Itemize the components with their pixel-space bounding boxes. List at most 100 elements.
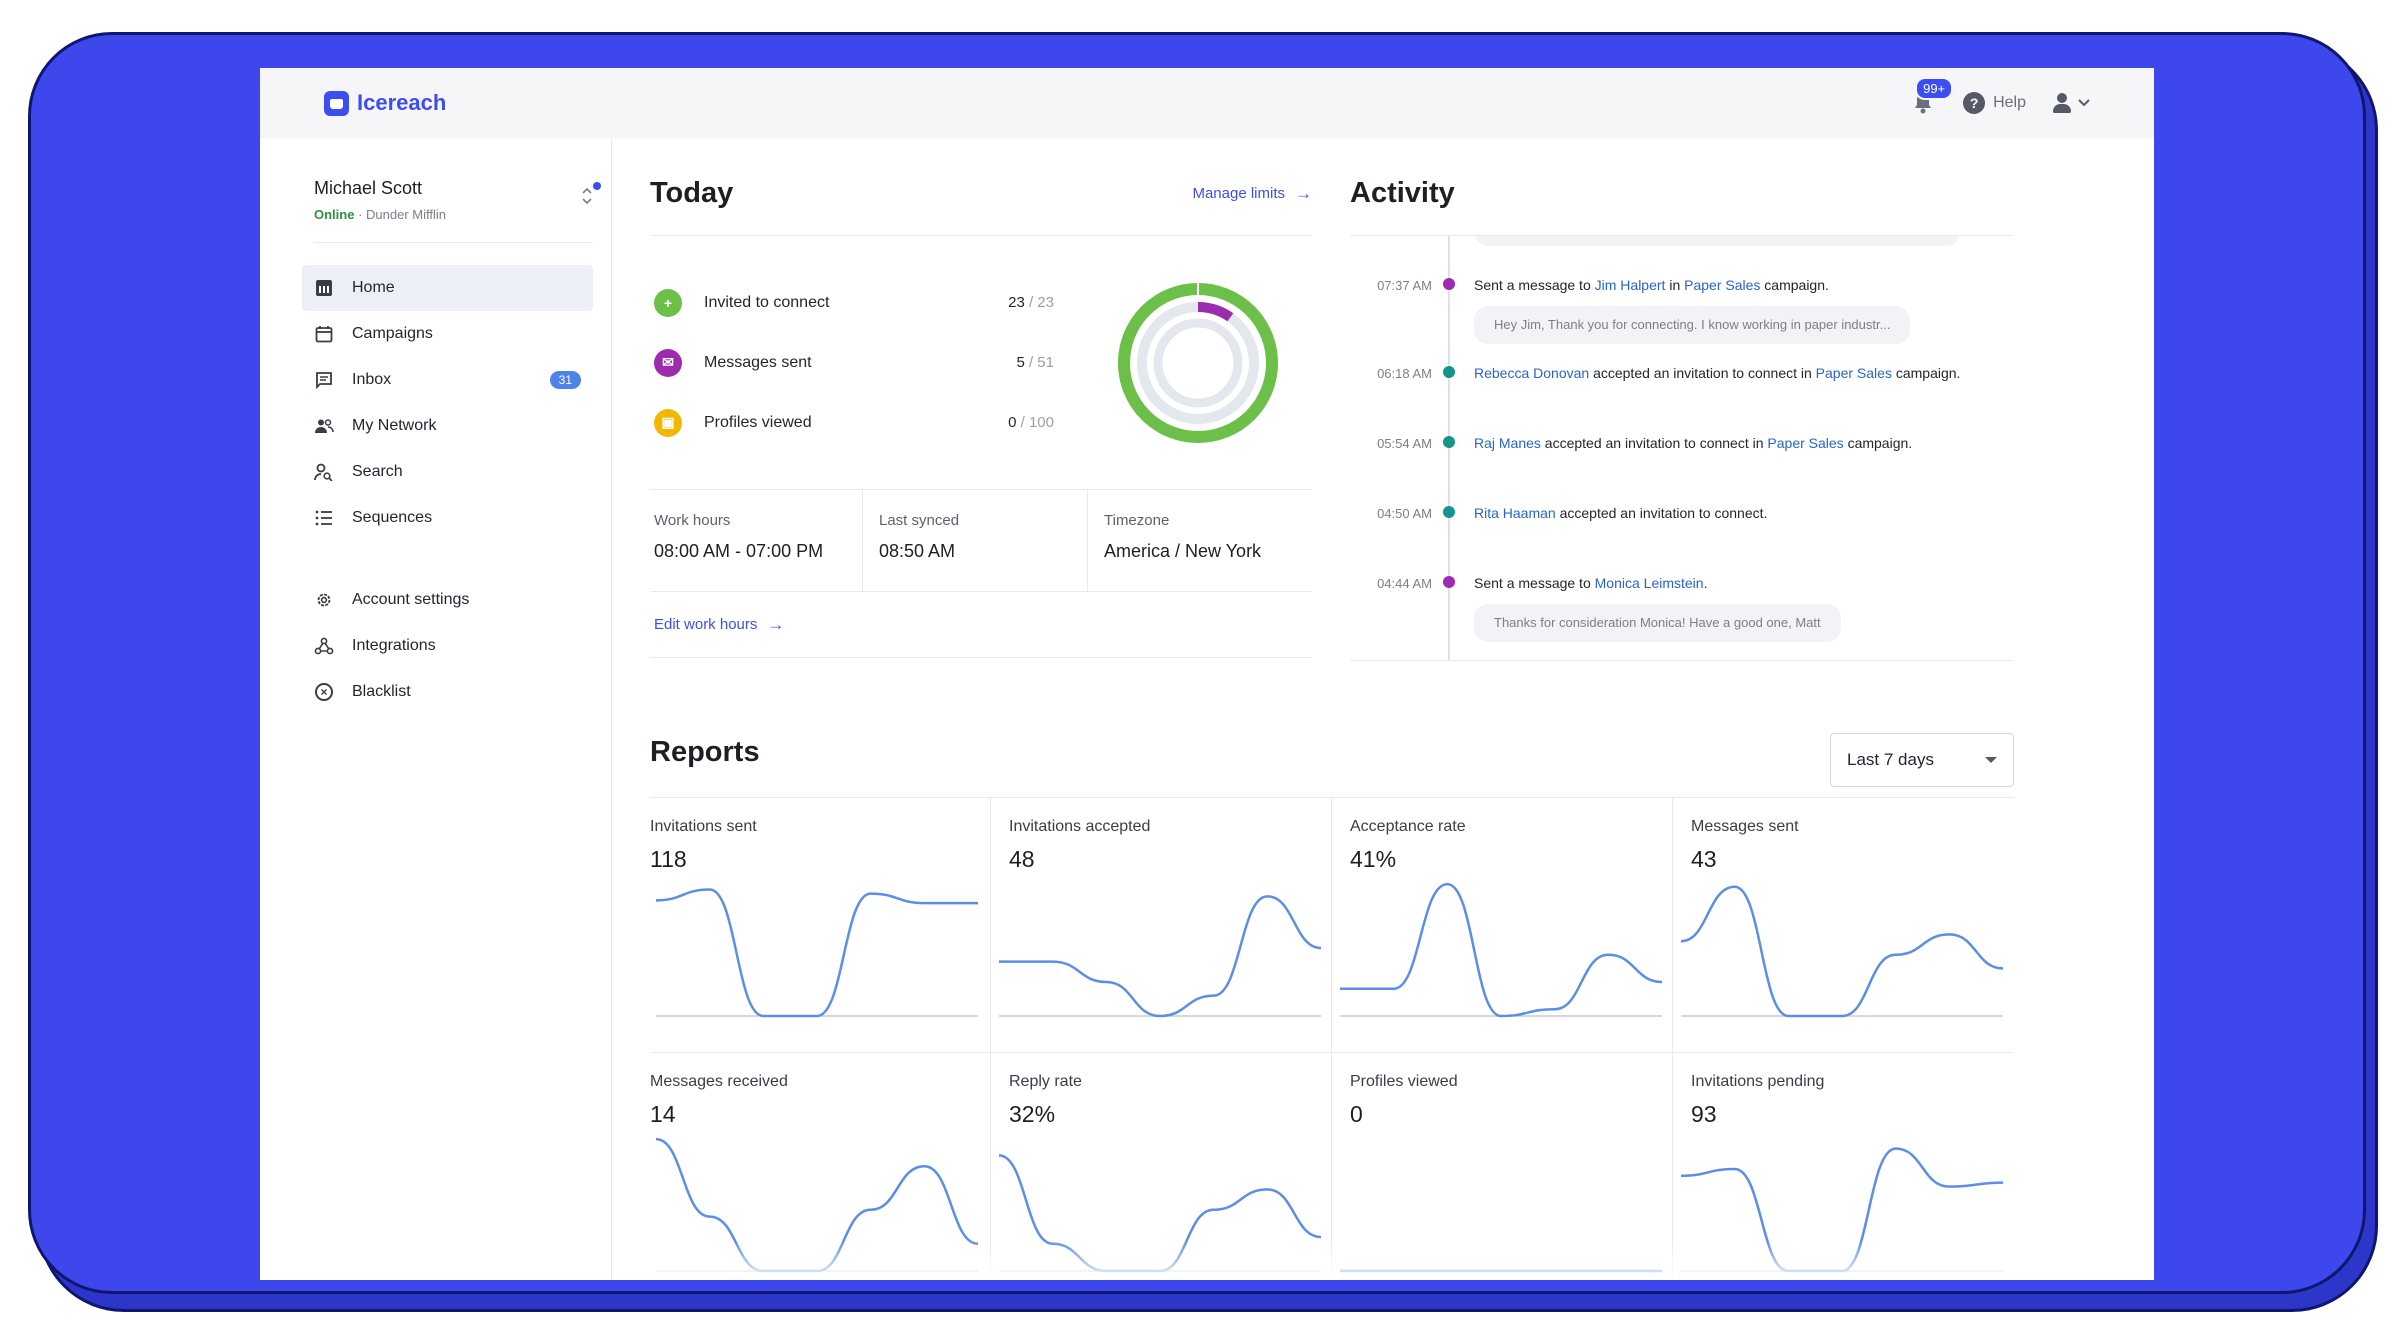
message-preview[interactable]: Thanks for consideration Monica! Have a …: [1474, 604, 1841, 642]
sidebar-item-account-settings[interactable]: Account settings: [302, 577, 593, 623]
caret-down-icon: [1985, 756, 1997, 763]
activity-dot: [1443, 506, 1455, 518]
activity-link[interactable]: Paper Sales: [1684, 277, 1761, 293]
report-card[interactable]: Reply rate 32%: [991, 1053, 1332, 1280]
activity-link[interactable]: Paper Sales: [1767, 435, 1844, 451]
activity-link[interactable]: Rebecca Donovan: [1474, 365, 1590, 381]
sidebar-item-inbox[interactable]: Inbox 31: [302, 357, 593, 403]
report-card[interactable]: Invitations accepted 48: [991, 798, 1332, 1053]
app-name: Icereach: [357, 90, 447, 115]
activity-text: Sent a message to Monica Leimstein. Thank…: [1474, 572, 1994, 642]
report-label: Messages sent: [1691, 818, 1799, 835]
help-button[interactable]: ? Help: [1963, 92, 2026, 114]
gear-icon: [314, 590, 334, 610]
user-icon: [2052, 93, 2072, 113]
help-label: Help: [1993, 94, 2026, 111]
activity-time: 06:18 AM: [1377, 366, 1432, 381]
report-card[interactable]: Acceptance rate 41%: [1332, 798, 1673, 1053]
sparkline-chart: [1340, 1269, 1662, 1273]
timezone-cell: Timezone America / New York: [1088, 490, 1312, 591]
activity-time: 04:50 AM: [1377, 506, 1432, 521]
work-hours-cell: Work hours 08:00 AM - 07:00 PM: [650, 490, 863, 591]
date-range-select[interactable]: Last 7 days: [1830, 732, 2014, 787]
status-dot: [593, 182, 601, 190]
sidebar-item-campaigns[interactable]: Campaigns: [302, 311, 593, 357]
person-search-icon: [314, 462, 334, 482]
report-label: Reply rate: [1009, 1073, 1082, 1090]
online-status: Online: [314, 207, 355, 222]
report-card[interactable]: Messages sent 43: [1673, 798, 2014, 1053]
people-icon: [314, 416, 334, 436]
report-card[interactable]: Invitations pending 93: [1673, 1053, 2014, 1280]
stat-value: 23 / 23: [1008, 294, 1054, 311]
sidebar-item-integrations[interactable]: Integrations: [302, 623, 593, 669]
message-preview: [1474, 236, 1960, 246]
date-range-value: Last 7 days: [1847, 749, 1934, 769]
timezone-label: Timezone: [1104, 512, 1170, 529]
report-card[interactable]: Messages received 14: [650, 1053, 991, 1280]
sidebar-item-search[interactable]: Search: [302, 449, 593, 495]
sidebar-item-blacklist[interactable]: × Blacklist: [302, 669, 593, 715]
activity-feed[interactable]: 07:37 AM Sent a message to Jim Halpert in…: [1350, 236, 2014, 661]
today-info-row: Work hours 08:00 AM - 07:00 PM Last sync…: [650, 490, 1312, 592]
app-window: Icereach 99+ ? Help Michael Scott Online: [260, 68, 2154, 1280]
manage-limits-label: Manage limits: [1192, 185, 1285, 202]
edit-work-hours-row: Edit work hours →: [650, 592, 1312, 658]
sidebar-item-label: Inbox: [352, 371, 392, 388]
activity-text: Raj Manes accepted an invitation to conn…: [1474, 432, 1994, 454]
profile-name: Michael Scott: [314, 178, 423, 198]
today-panel: Today Manage limits → + Invited to conne…: [650, 138, 1312, 708]
profile-switcher[interactable]: Michael Scott Online · Dunder Mifflin: [314, 178, 601, 243]
stat-label: Invited to connect: [704, 293, 830, 311]
sparkline-series: [999, 1154, 1321, 1273]
notification-badge: 99+: [1915, 77, 1954, 100]
stat-value: 0 / 100: [1008, 414, 1054, 431]
sparkline-chart: [999, 895, 1321, 1018]
report-card[interactable]: Profiles viewed 0: [1332, 1053, 1673, 1280]
report-value: 0: [1350, 1101, 1363, 1127]
profile-card-icon: ▣: [654, 408, 682, 437]
edit-work-hours-link[interactable]: Edit work hours →: [654, 615, 784, 635]
work-hours-label: Work hours: [654, 512, 731, 529]
sidebar-item-home[interactable]: Home: [302, 265, 593, 311]
reports-panel: Reports Last 7 days Invitations sent 118 I…: [650, 708, 2014, 1280]
sidebar-item-label: Blacklist: [352, 683, 411, 700]
report-value: 48: [1009, 846, 1035, 872]
activity-time: 07:37 AM: [1377, 278, 1432, 293]
top-right-actions: 99+ ? Help: [1909, 77, 2090, 117]
report-card[interactable]: Invitations sent 118: [650, 798, 991, 1053]
report-value: 118: [650, 846, 687, 872]
profile-subtitle: Online · Dunder Mifflin: [314, 207, 446, 222]
activity-time: 04:44 AM: [1377, 576, 1432, 591]
message-preview[interactable]: Hey Jim, Thank you for connecting. I kno…: [1474, 306, 1911, 344]
sidebar-item-sequences[interactable]: Sequences: [302, 495, 593, 541]
stat-profiles: ▣ Profiles viewed 0 / 100: [654, 393, 1054, 453]
report-value: 14: [650, 1101, 676, 1127]
edit-work-hours-label: Edit work hours: [654, 616, 758, 633]
stat-label: Profiles viewed: [704, 413, 812, 431]
stat-messages: ✉ Messages sent 5 / 51: [654, 333, 1054, 393]
sidebar-item-my-network[interactable]: My Network: [302, 403, 593, 449]
chevron-up-down-icon[interactable]: [581, 182, 601, 208]
user-menu-button[interactable]: [2052, 93, 2090, 113]
sidebar-item-label: Campaigns: [352, 325, 433, 342]
report-value: 43: [1691, 846, 1717, 872]
inbox-count-badge: 31: [549, 371, 581, 389]
activity-link[interactable]: Monica Leimstein: [1594, 575, 1704, 591]
reports-header: Reports Last 7 days: [650, 708, 2014, 798]
notifications-button[interactable]: 99+: [1909, 77, 1954, 117]
activity-link[interactable]: Raj Manes: [1474, 435, 1541, 451]
activity-text-part: accepted an invitation to connect.: [1555, 505, 1768, 521]
reports-grid: Invitations sent 118 Invitations accepted 4…: [650, 798, 2014, 1280]
activity-dot: [1443, 278, 1455, 290]
report-value: 32%: [1009, 1101, 1056, 1127]
timezone-value: America / New York: [1104, 541, 1262, 561]
activity-link[interactable]: Jim Halpert: [1594, 277, 1666, 293]
app-logo[interactable]: Icereach: [324, 90, 446, 116]
manage-limits-link[interactable]: Manage limits →: [1192, 184, 1312, 204]
ring-messages-arc: [1137, 301, 1259, 424]
top-bar: Icereach 99+ ? Help: [260, 68, 2154, 138]
last-synced-label: Last synced: [879, 512, 960, 529]
activity-link[interactable]: Paper Sales: [1815, 365, 1892, 381]
activity-link[interactable]: Rita Haaman: [1474, 505, 1556, 521]
